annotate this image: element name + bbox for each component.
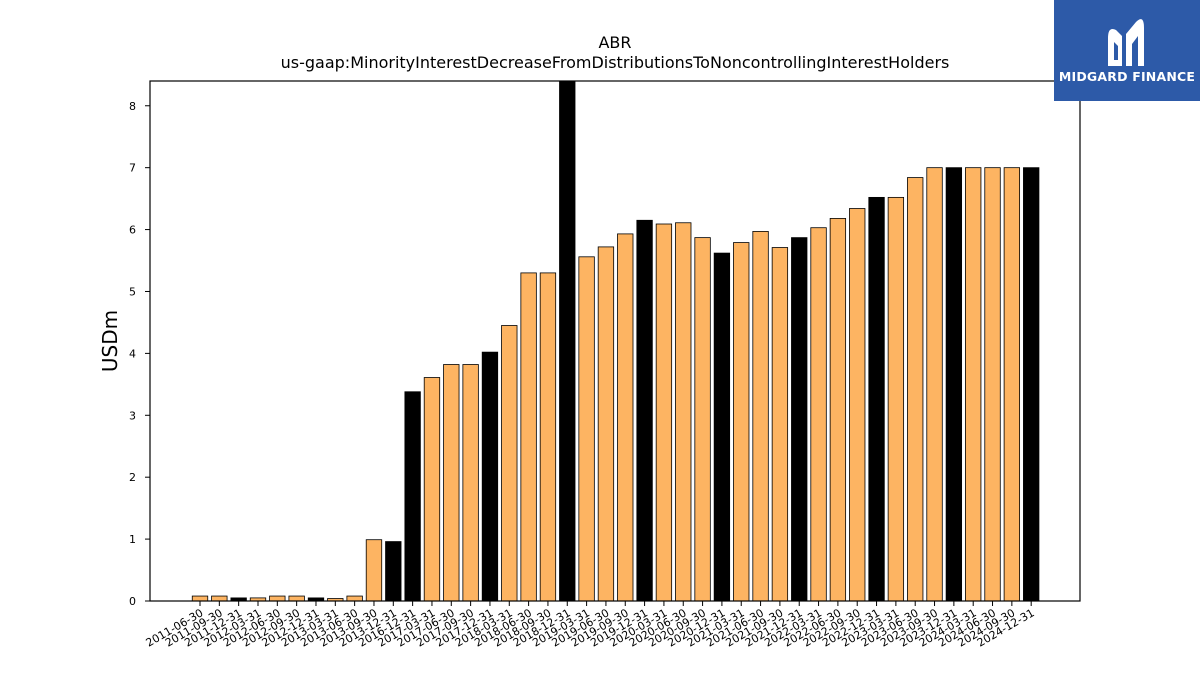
y-axis-ticks: 0 1 2 3 4 5 6 7 8 [129, 100, 150, 608]
bar-2017-12-31 [481, 351, 499, 602]
bar-2011-06-30 [191, 595, 209, 602]
x-axis-ticks: 2011-06-302011-09-302011-12-312012-03-31… [144, 601, 1037, 650]
y-axis-label: USDm [98, 310, 122, 372]
y-tick-label: 0 [129, 595, 136, 608]
bar-2018-09-30 [539, 272, 557, 602]
bar-2019-09-30 [617, 233, 634, 602]
y-tick-label: 2 [129, 471, 136, 484]
bar-2011-09-30 [211, 595, 228, 602]
bar-2023-03-31 [887, 196, 905, 602]
bar-2024-06-30 [984, 167, 1001, 602]
chart-subtitle: us-gaap:MinorityInterestDecreaseFromDist… [281, 53, 950, 72]
bar-2019-03-31 [578, 256, 595, 602]
plot-frame [149, 80, 1081, 602]
bar-2020-12-31 [713, 252, 731, 602]
bar-2023-06-30 [907, 177, 924, 602]
chart-title: ABR [598, 33, 631, 52]
bar-2013-06-30 [346, 595, 363, 602]
bars-group [191, 80, 1040, 602]
midgard-finance-logo: MIDGARD FINANCE [1054, 0, 1200, 101]
y-tick-label: 6 [129, 224, 136, 237]
bar-2020-03-31 [655, 223, 673, 602]
bar-2021-03-31 [733, 242, 750, 602]
bar-2024-03-31 [965, 167, 982, 602]
y-tick-label: 5 [129, 285, 136, 298]
bar-2018-12-31 [559, 80, 576, 602]
y-tick-label: 8 [129, 100, 136, 113]
bar-2018-06-30 [520, 272, 537, 602]
bar-2012-09-30 [288, 595, 305, 602]
bar-2022-09-30 [849, 208, 866, 602]
bar-2022-12-31 [868, 196, 885, 602]
bar-2020-06-30 [675, 222, 692, 602]
bar-2016-12-31 [404, 391, 421, 602]
bar-2022-06-30 [829, 218, 847, 602]
bar-2019-12-31 [636, 219, 653, 602]
midgard-m-logo-icon [1108, 19, 1144, 66]
bar-2020-09-30 [694, 237, 711, 602]
y-tick-label: 3 [129, 409, 136, 422]
bar-2021-09-30 [771, 247, 789, 602]
logo-text: MIDGARD FINANCE [1058, 69, 1196, 84]
bar-2024-12-31 [1023, 167, 1040, 602]
bar-2017-06-30 [443, 364, 460, 602]
bar-2017-03-31 [423, 377, 441, 602]
bar-2023-12-31 [945, 167, 963, 602]
bar-2019-06-30 [597, 246, 615, 602]
bar-2022-03-31 [810, 227, 827, 602]
bar-2017-09-30 [462, 364, 479, 602]
bar-2012-06-30 [269, 595, 286, 602]
bar-2021-06-30 [752, 231, 769, 602]
bar-2024-09-30 [1003, 167, 1021, 602]
bar-2018-03-31 [501, 325, 518, 602]
bar-2013-12-31 [385, 541, 402, 602]
y-tick-label: 7 [129, 162, 136, 175]
y-tick-label: 4 [129, 347, 136, 360]
y-tick-label: 1 [129, 533, 136, 546]
bar-2013-09-30 [365, 539, 383, 602]
bar-2021-12-31 [791, 237, 808, 602]
bar-2023-09-30 [926, 167, 943, 602]
